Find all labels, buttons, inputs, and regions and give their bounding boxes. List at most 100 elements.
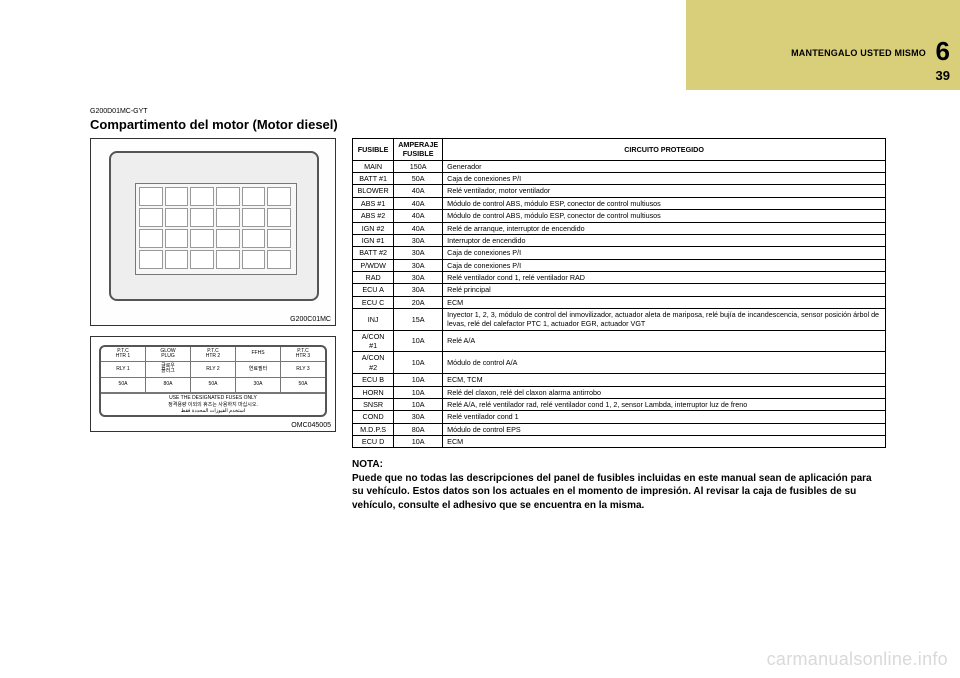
cell-fusible: ABS #1: [353, 197, 394, 209]
cell-fusible: ECU B: [353, 374, 394, 386]
cell-circuito: Módulo de control A/A: [443, 352, 886, 374]
cell-fusible: ECU A: [353, 284, 394, 296]
relay-cell: P.T.CHTR 3: [281, 347, 325, 362]
nota-body: Puede que no todas las descripciones del…: [352, 473, 872, 511]
table-row: A/CON #110ARelé A/A: [353, 330, 886, 352]
cell-circuito: Caja de conexiones P/I: [443, 247, 886, 259]
cell-amperaje: 30A: [394, 271, 443, 283]
relay-cell: 50A: [191, 378, 236, 393]
cell-amperaje: 30A: [394, 247, 443, 259]
table-row: MAIN150AGenerador: [353, 160, 886, 172]
cell-fusible: HORN: [353, 386, 394, 398]
cell-amperaje: 40A: [394, 185, 443, 197]
cell-circuito: Interruptor de encendido: [443, 234, 886, 246]
cell-circuito: Módulo de control ABS, módulo ESP, conec…: [443, 210, 886, 222]
cell-fusible: RAD: [353, 271, 394, 283]
two-col-row: G200C01MC P.T.CHTR 1GLOWPLUGP.T.CHTR 2FF…: [90, 138, 886, 512]
relay-cell: GLOWPLUG: [146, 347, 191, 362]
nota-block: NOTA: Puede que no todas las descripcion…: [352, 458, 886, 512]
relay-cell: 80A: [146, 378, 191, 393]
cell-circuito: ECM: [443, 435, 886, 447]
cell-amperaje: 10A: [394, 374, 443, 386]
cell-amperaje: 40A: [394, 210, 443, 222]
cell-fusible: IGN #1: [353, 234, 394, 246]
cell-fusible: INJ: [353, 309, 394, 331]
cell-amperaje: 30A: [394, 259, 443, 271]
cell-amperaje: 10A: [394, 330, 443, 352]
cell-fusible: MAIN: [353, 160, 394, 172]
cell-circuito: ECM: [443, 296, 886, 308]
th-fusible: FUSIBLE: [353, 139, 394, 161]
cell-circuito: Relé A/A, relé ventilador rad, relé vent…: [443, 398, 886, 410]
cell-circuito: ECM, TCM: [443, 374, 886, 386]
figure-label: OMC045005: [291, 422, 331, 429]
cell-fusible: BATT #2: [353, 247, 394, 259]
cell-amperaje: 30A: [394, 411, 443, 423]
table-row: ABS #140AMódulo de control ABS, módulo E…: [353, 197, 886, 209]
th-amperaje: AMPERAJEFUSIBLE: [394, 139, 443, 161]
cell-amperaje: 30A: [394, 284, 443, 296]
cell-circuito: Relé de arranque, interruptor de encendi…: [443, 222, 886, 234]
table-row: HORN10ARelé del claxon, relé del claxon …: [353, 386, 886, 398]
relay-cell: 50A: [101, 378, 146, 393]
chapter-banner: MANTENGALO USTED MISMO 6 39: [686, 0, 960, 90]
cell-fusible: IGN #2: [353, 222, 394, 234]
table-row: ECU C20AECM: [353, 296, 886, 308]
figure-label: G200C01MC: [290, 316, 331, 323]
fusebox-grid: [139, 187, 291, 269]
relay-cell: RLY 3: [281, 362, 325, 377]
chapter-title: MANTENGALO USTED MISMO: [791, 48, 926, 58]
page: MANTENGALO USTED MISMO 6 39 G200D01MC-GY…: [0, 0, 960, 678]
relay-cell: FFHS: [236, 347, 281, 362]
cell-circuito: Relé principal: [443, 284, 886, 296]
relay-cell: 50A: [281, 378, 325, 393]
cell-fusible: BATT #1: [353, 173, 394, 185]
relay-row: RLY 1글로우플러그RLY 2연료필터RLY 3: [101, 362, 325, 377]
table-row: IGN #240ARelé de arranque, interruptor d…: [353, 222, 886, 234]
cell-fusible: ECU C: [353, 296, 394, 308]
relay-row: P.T.CHTR 1GLOWPLUGP.T.CHTR 2FFHSP.T.CHTR…: [101, 347, 325, 362]
relay-cell: P.T.CHTR 1: [101, 347, 146, 362]
cell-amperaje: 30A: [394, 234, 443, 246]
cell-amperaje: 10A: [394, 398, 443, 410]
table-row: RAD30ARelé ventilador cond 1, relé venti…: [353, 271, 886, 283]
table-row: SNSR10ARelé A/A, relé ventilador rad, re…: [353, 398, 886, 410]
figure-fusebox: G200C01MC: [90, 138, 336, 326]
cell-amperaje: 20A: [394, 296, 443, 308]
page-number: 39: [936, 68, 950, 83]
left-column: G200C01MC P.T.CHTR 1GLOWPLUGP.T.CHTR 2FF…: [90, 138, 340, 512]
relay-cell: 연료필터: [236, 362, 281, 377]
chapter-number: 6: [936, 36, 950, 67]
relay-cell: RLY 1: [101, 362, 146, 377]
cell-fusible: M.D.P.S: [353, 423, 394, 435]
cell-amperaje: 150A: [394, 160, 443, 172]
relay-row: 50A80A50A30A50A: [101, 378, 325, 393]
cell-fusible: SNSR: [353, 398, 394, 410]
cell-circuito: Relé ventilador, motor ventilador: [443, 185, 886, 197]
cell-fusible: ABS #2: [353, 210, 394, 222]
content-area: G200D01MC-GYT Compartimento del motor (M…: [90, 108, 886, 512]
cell-amperaje: 10A: [394, 386, 443, 398]
relay-footer: USE THE DESIGNATED FUSES ONLY정격용량 이외의 휴즈…: [101, 393, 325, 415]
table-row: ECU B10AECM, TCM: [353, 374, 886, 386]
cell-amperaje: 80A: [394, 423, 443, 435]
table-row: IGN #130AInterruptor de encendido: [353, 234, 886, 246]
cell-circuito: Inyector 1, 2, 3, módulo de control del …: [443, 309, 886, 331]
table-row: A/CON #210AMódulo de control A/A: [353, 352, 886, 374]
table-row: INJ15AInyector 1, 2, 3, módulo de contro…: [353, 309, 886, 331]
cell-amperaje: 15A: [394, 309, 443, 331]
cell-circuito: Módulo de control ABS, módulo ESP, conec…: [443, 197, 886, 209]
cell-fusible: COND: [353, 411, 394, 423]
cell-circuito: Módulo de control EPS: [443, 423, 886, 435]
cell-amperaje: 50A: [394, 173, 443, 185]
cell-fusible: BLOWER: [353, 185, 394, 197]
relay-card: P.T.CHTR 1GLOWPLUGP.T.CHTR 2FFHSP.T.CHTR…: [99, 345, 327, 417]
table-row: M.D.P.S80AMódulo de control EPS: [353, 423, 886, 435]
th-circuito: CIRCUITO PROTEGIDO: [443, 139, 886, 161]
cell-fusible: ECU D: [353, 435, 394, 447]
table-row: ECU A30ARelé principal: [353, 284, 886, 296]
nota-title: NOTA:: [352, 459, 383, 470]
cell-circuito: Relé ventilador cond 1: [443, 411, 886, 423]
cell-amperaje: 10A: [394, 352, 443, 374]
table-row: P/WDW30ACaja de conexiones P/I: [353, 259, 886, 271]
